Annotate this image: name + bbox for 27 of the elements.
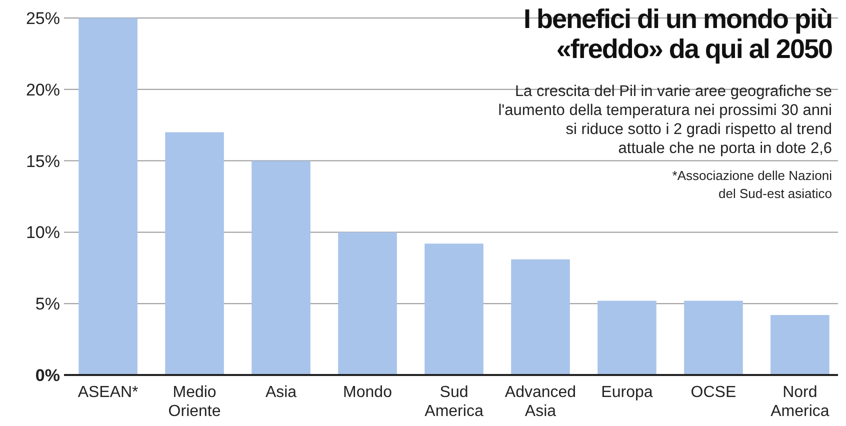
bar bbox=[424, 244, 484, 375]
y-tick-label: 15% bbox=[26, 152, 60, 171]
x-tick-label: OCSE bbox=[690, 384, 736, 401]
x-tick-label: Asia bbox=[265, 384, 297, 401]
x-tick-label: ASEAN* bbox=[78, 384, 138, 401]
y-tick-label: 0% bbox=[35, 366, 60, 385]
bar bbox=[598, 300, 656, 375]
y-tick-label: 20% bbox=[26, 80, 60, 100]
annotation: *Associazione delle Nazioni del Sud-est asiatico bbox=[672, 168, 832, 201]
y-tick-label: 5% bbox=[35, 294, 60, 314]
bar bbox=[338, 232, 397, 375]
x-tick-label: Europa bbox=[601, 384, 653, 401]
bar bbox=[252, 160, 310, 375]
bar bbox=[165, 132, 224, 375]
text: La crescita del Pil in varie aree geografiche se l'aumento della temperatura nei prossimi 30 anni si riduce sotto i 2 gradi rispetto al trend attuale che ne porta in dote 2,6 bbox=[498, 83, 832, 157]
chart-title: I benefici di un mondo più «freddo» da qui al 2050 bbox=[524, 4, 832, 64]
bar bbox=[770, 315, 830, 375]
y-tick-label: 10% bbox=[26, 223, 60, 242]
bar bbox=[684, 300, 743, 375]
bar bbox=[511, 259, 570, 375]
x-tick-label: Sud America bbox=[424, 384, 484, 420]
x-tick-label: Medio Oriente bbox=[168, 384, 221, 420]
x-tick-label: Nord America bbox=[770, 384, 830, 420]
bar bbox=[78, 18, 138, 375]
x-tick-label: Mondo bbox=[343, 384, 392, 401]
x-tick-label: Advanced Asia bbox=[504, 384, 576, 420]
y-tick-label: 25% bbox=[26, 8, 60, 28]
